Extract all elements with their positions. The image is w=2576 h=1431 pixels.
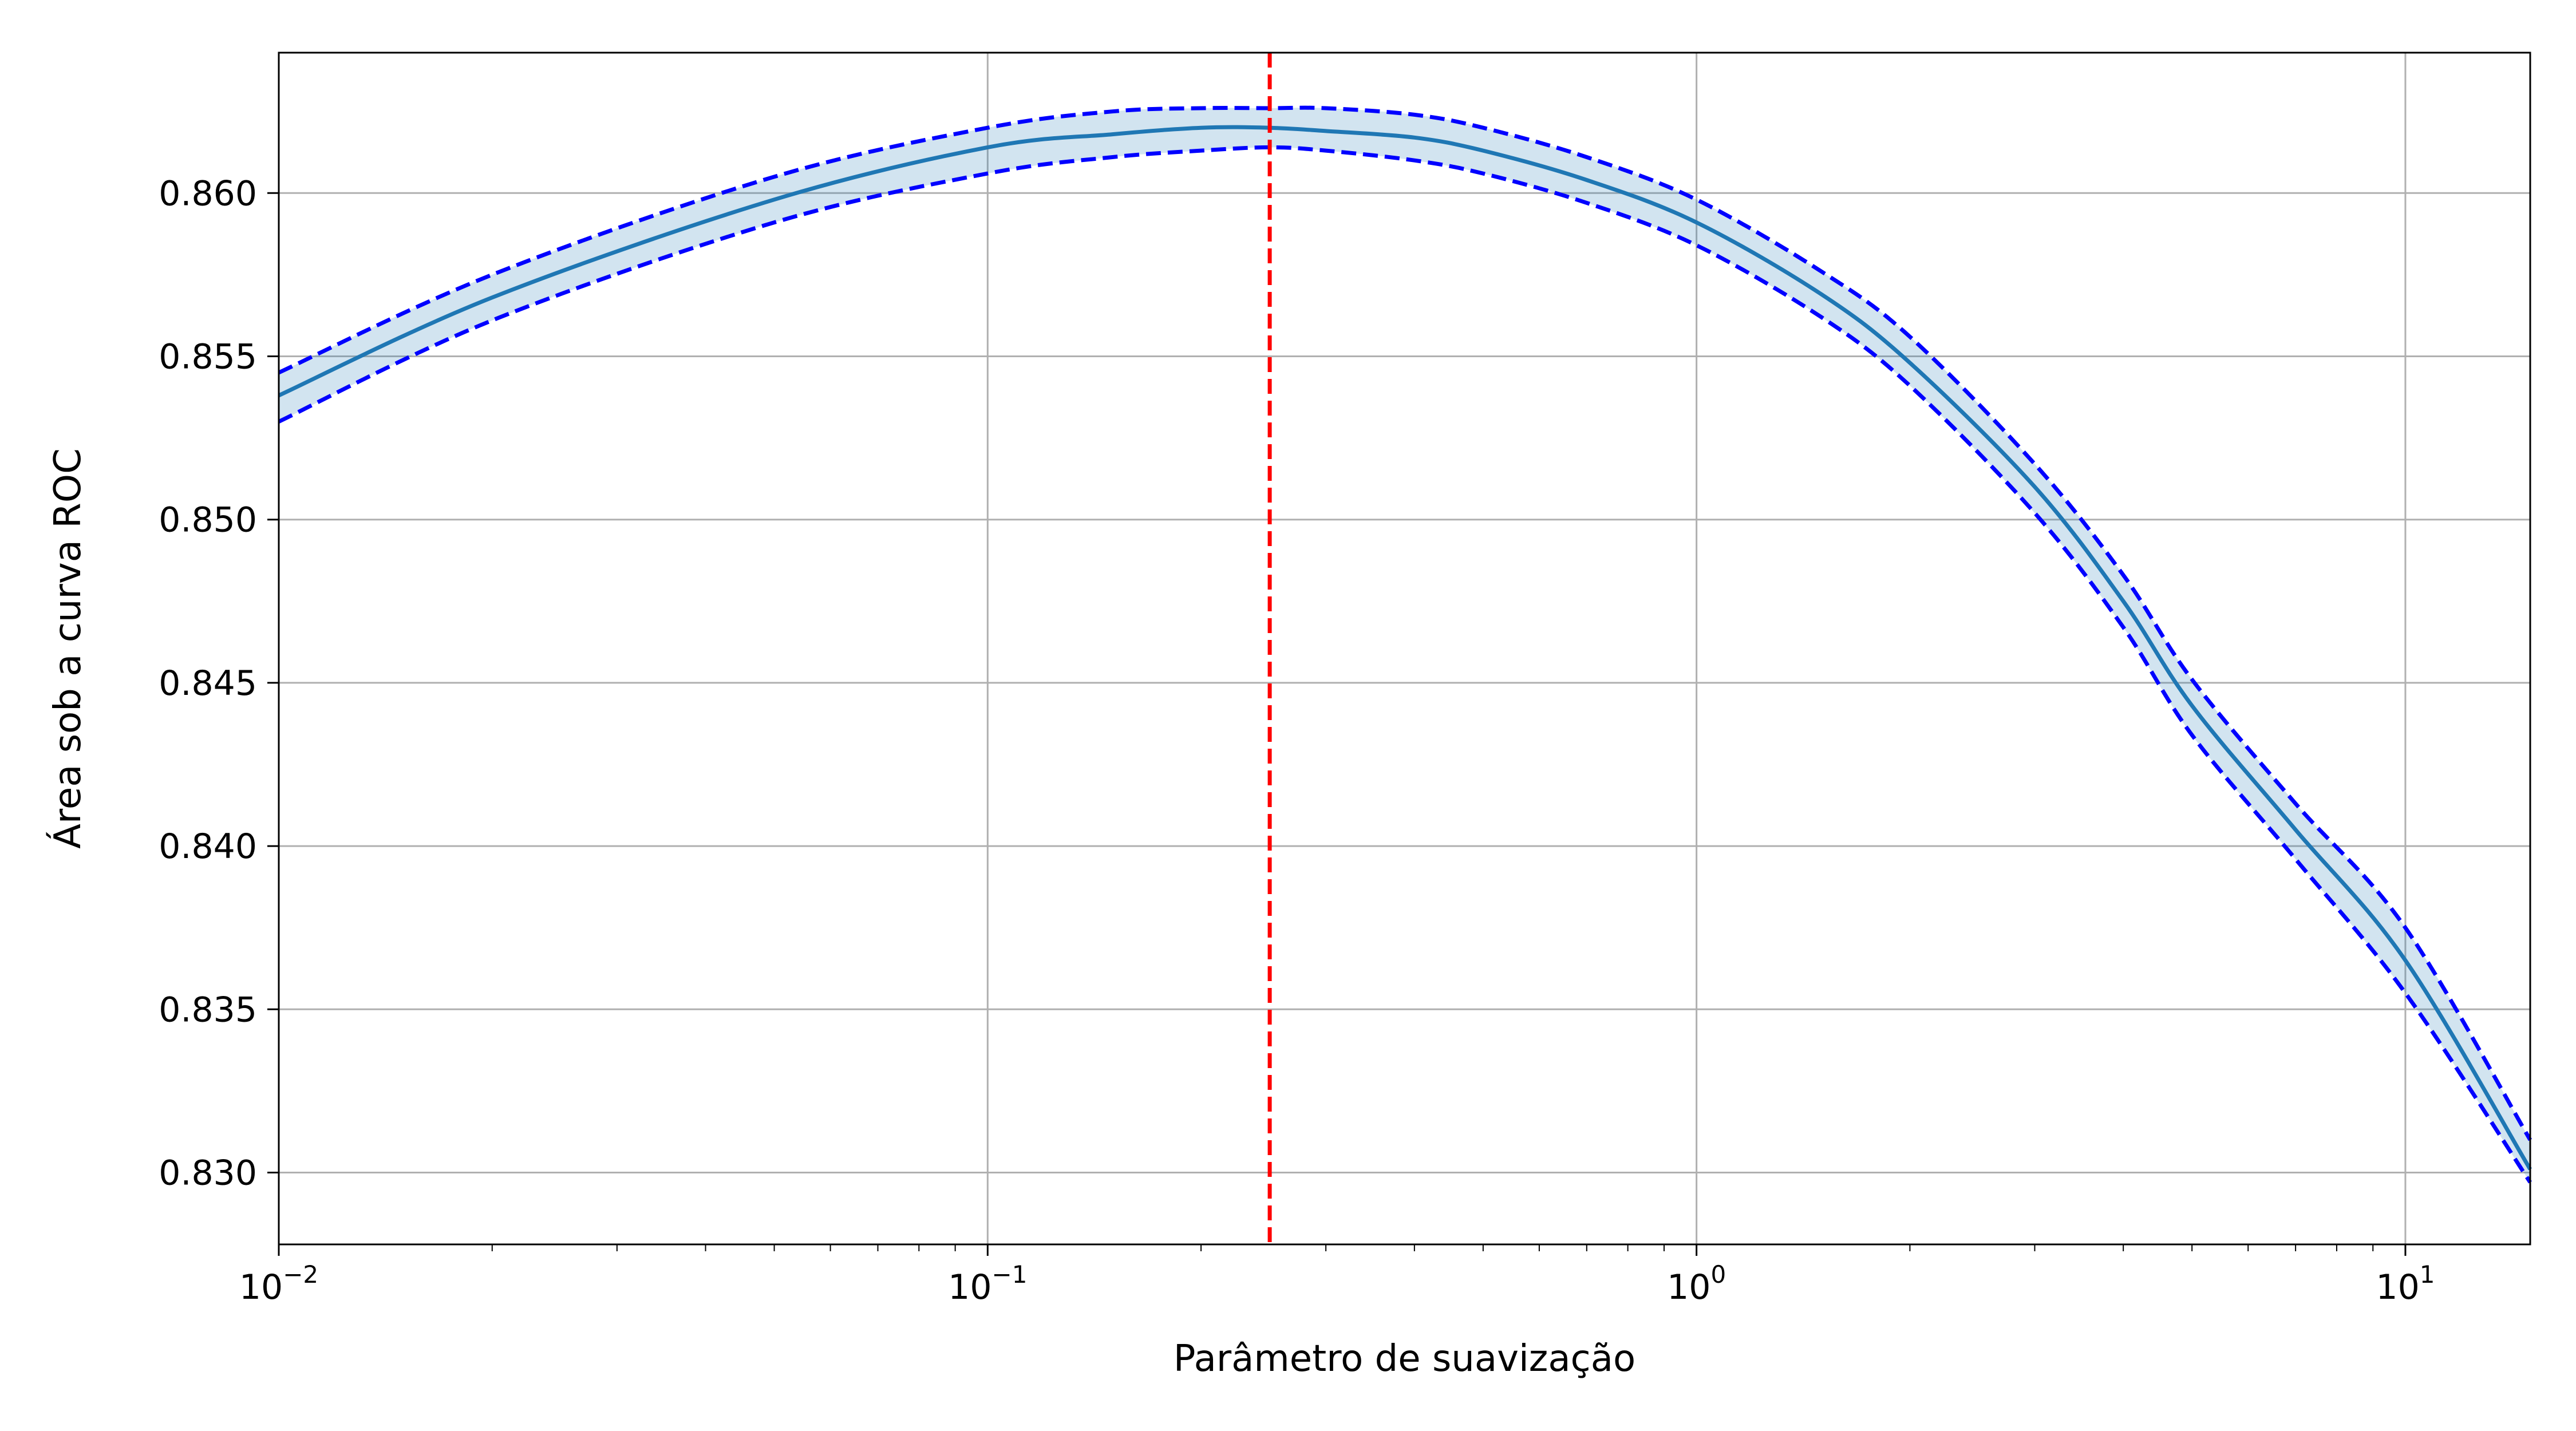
confidence-band-layer bbox=[279, 108, 2530, 1183]
x-tick-label: 10−1 bbox=[948, 1260, 1027, 1307]
y-tick-label: 0.845 bbox=[159, 663, 257, 703]
y-tick-label: 0.850 bbox=[159, 500, 257, 540]
x-axis-label: Parâmetro de suavização bbox=[1174, 1338, 1635, 1380]
plot-frame bbox=[278, 52, 2531, 1246]
x-tick-label: 10−2 bbox=[239, 1260, 318, 1307]
upper-bound-line bbox=[278, 105, 2532, 1141]
y-tick-label: 0.840 bbox=[159, 827, 257, 867]
y-tick-label: 0.835 bbox=[159, 990, 257, 1030]
x-tick-label: 100 bbox=[1667, 1260, 1726, 1307]
grid-lines bbox=[278, 53, 2530, 1244]
lower-bound-line bbox=[278, 145, 2532, 1184]
series-lines-layer bbox=[278, 105, 2532, 1184]
axis-tick-labels: 10−2 10−1 100 101 0.830 0.835 0.840 0.845 0.850 0… bbox=[159, 173, 2435, 1307]
y-tick-label: 0.830 bbox=[159, 1153, 257, 1193]
y-axis-label: Área sob a curva ROC bbox=[46, 448, 89, 849]
axis-ticks bbox=[267, 192, 2407, 1256]
confidence-band bbox=[279, 108, 2530, 1183]
x-tick-label: 101 bbox=[2376, 1260, 2435, 1307]
mean-auc-line bbox=[278, 125, 2532, 1171]
y-tick-label: 0.860 bbox=[159, 173, 257, 214]
y-tick-label: 0.855 bbox=[159, 337, 257, 377]
